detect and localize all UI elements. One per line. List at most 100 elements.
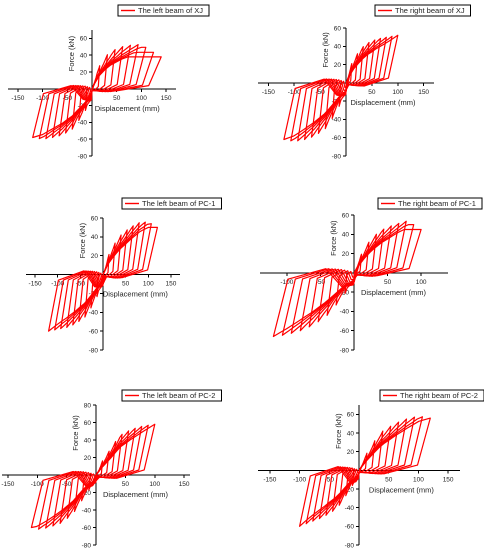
y-tick-label: 60: [91, 215, 99, 222]
y-tick-label: 40: [80, 53, 88, 60]
hysteresis-loop: [30, 423, 156, 529]
legend: The left beam of XJ: [117, 4, 210, 17]
x-tick-label: -50: [325, 476, 335, 483]
y-axis-title: Force (kN): [78, 222, 87, 258]
x-axis-title: Displacement (mm): [369, 485, 435, 494]
x-tick-label: 100: [149, 481, 160, 488]
x-tick-label: 50: [368, 89, 376, 96]
chart-panel-1: -150 -100 -50 50 100 150-80-60-40-20204060Dis…: [8, 4, 210, 160]
legend-label: The right beam of PC-2: [400, 391, 478, 400]
y-tick-label: -60: [332, 135, 342, 142]
y-tick-label: 60: [334, 25, 342, 32]
legend: The left beam of PC-1: [121, 197, 222, 210]
x-tick-label: -50: [316, 279, 326, 286]
y-tick-label: 40: [84, 437, 92, 444]
y-tick-label: -80: [89, 347, 99, 354]
x-tick-label: 100: [392, 89, 403, 96]
x-axis-title: Displacement (mm): [103, 290, 169, 299]
y-tick-label: 20: [91, 253, 99, 260]
x-tick-label: -50: [76, 281, 86, 288]
x-tick-label: 100: [143, 281, 154, 288]
y-axis-title: Force (kN): [334, 413, 343, 449]
x-tick-label: -150: [263, 476, 276, 483]
x-tick-label: -50: [63, 95, 73, 102]
legend-label: The left beam of PC-2: [142, 391, 215, 400]
x-axis-title: Displacement (mm): [361, 288, 427, 297]
y-tick-label: 60: [347, 412, 355, 419]
legend-box: [377, 197, 483, 210]
chart-panel-3: -150 -100 -50 50 100 150-80-60-40-20204060Dis…: [26, 197, 222, 354]
hysteresis-loop: [283, 34, 399, 141]
x-tick-label: 150: [418, 89, 429, 96]
y-tick-label: -40: [345, 505, 355, 512]
y-tick-label: -80: [340, 347, 350, 354]
y-tick-label: -40: [332, 117, 342, 124]
legend: The left beam of PC-2: [121, 389, 222, 402]
y-axis-title: Force (kN): [329, 220, 338, 256]
y-tick-label: -20: [345, 486, 355, 493]
y-tick-label: -40: [340, 309, 350, 316]
chart-panel-2: -150 -100 -50 50 100 150-80-60-40-20204060Dis…: [258, 4, 472, 160]
x-tick-label: 150: [166, 281, 177, 288]
legend: The right beam of PC-2: [379, 389, 484, 402]
y-tick-label: 20: [342, 251, 350, 258]
y-tick-label: -80: [82, 542, 92, 549]
legend-label: The left beam of XJ: [138, 6, 203, 15]
legend: The right beam of PC-1: [377, 197, 483, 210]
x-tick-label: 150: [161, 95, 172, 102]
x-axis-title: Displacement (mm): [95, 104, 161, 113]
y-tick-label: -60: [89, 328, 99, 335]
legend-label: The right beam of PC-1: [398, 199, 476, 208]
y-tick-label: 60: [84, 420, 92, 427]
y-tick-label: 20: [84, 455, 92, 462]
x-tick-label: -50: [62, 481, 72, 488]
y-tick-label: 20: [347, 449, 355, 456]
y-tick-label: 40: [334, 44, 342, 51]
y-tick-label: 60: [80, 36, 88, 43]
y-axis-title: Force (kN): [71, 415, 80, 451]
x-tick-label: 100: [136, 95, 147, 102]
legend: The right beam of XJ: [374, 4, 472, 17]
x-tick-label: -150: [1, 481, 14, 488]
y-tick-label: -60: [78, 137, 88, 144]
hysteresis-loop: [299, 417, 431, 527]
y-tick-label: 40: [347, 430, 355, 437]
chart-panel-5: -150 -100 -50 50 100 150 -80 -60 -40 -20 20 40 60 80 D…: [1, 389, 222, 549]
y-tick-label: -80: [345, 542, 355, 549]
y-tick-label: 20: [80, 69, 88, 76]
y-tick-label: -60: [345, 524, 355, 531]
hysteresis-loop: [32, 56, 162, 139]
x-tick-label: 50: [113, 95, 121, 102]
x-tick-label: 150: [443, 476, 454, 483]
chart-panel-6: -150 -100 -50 50 100 150 -80 -60 -40 -20 20 40 60 Dis…: [258, 389, 484, 549]
legend-label: The left beam of PC-1: [142, 199, 215, 208]
x-tick-label: -150: [29, 281, 42, 288]
legend-box: [117, 4, 210, 17]
y-axis-title: Force (kN): [321, 32, 330, 68]
y-tick-label: -60: [340, 328, 350, 335]
y-tick-label: -60: [82, 525, 92, 532]
x-axis-title: Displacement (mm): [103, 490, 169, 499]
y-axis-title: Force (kN): [67, 35, 76, 71]
y-tick-label: -20: [82, 490, 92, 497]
hysteresis-loop: [272, 228, 422, 338]
x-tick-label: 50: [385, 476, 393, 483]
x-tick-label: 50: [122, 281, 130, 288]
hysteresis-loop: [344, 253, 363, 294]
x-tick-label: 150: [179, 481, 190, 488]
legend-box: [374, 4, 472, 17]
y-tick-label: -40: [78, 120, 88, 127]
legend-box: [121, 389, 222, 402]
y-tick-label: 40: [342, 232, 350, 239]
x-tick-label: 50: [384, 279, 392, 286]
legend-label: The right beam of XJ: [395, 6, 465, 15]
x-tick-label: -100: [293, 476, 306, 483]
y-tick-label: 20: [334, 62, 342, 69]
y-tick-label: -80: [332, 153, 342, 160]
x-tick-label: -150: [262, 89, 275, 96]
hysteresis-loop: [48, 226, 158, 332]
x-tick-label: -50: [315, 89, 325, 96]
y-tick-label: -40: [82, 507, 92, 514]
y-tick-label: -80: [78, 153, 88, 160]
